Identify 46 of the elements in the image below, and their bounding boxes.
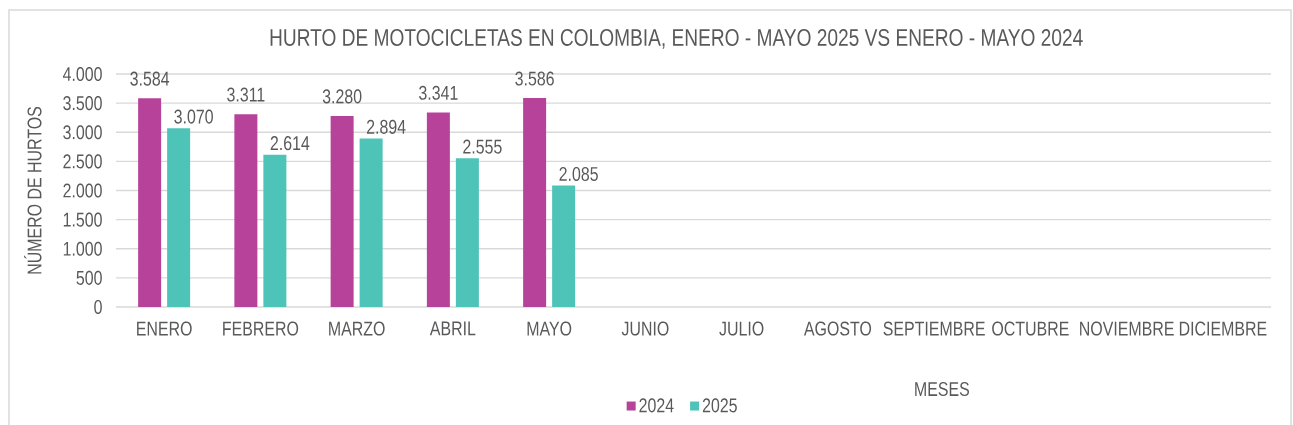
- x-axis-title: MESES: [915, 381, 969, 397]
- x-tick-label: MARZO: [329, 321, 385, 336]
- bar: [552, 185, 576, 307]
- y-tick-label: 500: [76, 270, 102, 285]
- bar: [359, 138, 383, 307]
- bar: [263, 154, 287, 307]
- y-tick-label: 2.000: [63, 183, 102, 198]
- bar: [455, 158, 479, 307]
- x-tick-label: DICIEMBRE: [1179, 321, 1267, 336]
- data-label: 3.070: [174, 109, 213, 124]
- bar: [167, 128, 191, 307]
- x-tick-label: ABRIL: [429, 321, 476, 336]
- legend-label: 2025: [702, 398, 737, 413]
- x-tick-label: JULIO: [719, 321, 764, 336]
- data-label: 3.586: [515, 71, 554, 86]
- y-tick-label: 1.000: [63, 241, 102, 256]
- data-label: 2.614: [270, 136, 310, 151]
- bar: [138, 98, 162, 307]
- data-label: 3.311: [227, 87, 265, 102]
- bar: [426, 112, 450, 307]
- data-label: 3.584: [130, 71, 170, 86]
- data-label: 2.894: [366, 119, 406, 134]
- data-label: 3.280: [322, 89, 362, 104]
- x-tick-label: FEBRERO: [223, 321, 299, 336]
- bar: [234, 114, 258, 307]
- y-tick-label: 3.500: [63, 96, 102, 111]
- data-label: 2.085: [559, 166, 598, 182]
- chart-title: HURTO DE MOTOCICLETAS EN COLOMBIA, ENERO - MAYO 2025 VS ENERO - MAYO 2024: [270, 29, 1083, 49]
- x-tick-label: SEPTIEMBRE: [883, 321, 985, 336]
- y-tick-label: 4.000: [62, 66, 102, 82]
- x-tick-label: AGOSTO: [803, 321, 872, 336]
- x-tick-label: MAYO: [527, 321, 572, 336]
- bar: [330, 115, 354, 307]
- bar: [523, 98, 547, 307]
- x-tick-label: NOVIEMBRE: [1080, 321, 1174, 336]
- y-tick-label: 0: [94, 299, 102, 315]
- x-tick-label: JUNIO: [621, 321, 669, 336]
- y-axis-title: NÚMERO DE HURTOS: [24, 106, 42, 274]
- y-tick-label: 3.000: [63, 125, 102, 140]
- x-tick-label: ENERO: [137, 321, 192, 336]
- legend-label: 2024: [639, 398, 674, 413]
- y-tick-label: 1.500: [63, 212, 102, 227]
- data-label: 2.555: [463, 139, 502, 154]
- data-label: 3.341: [419, 85, 458, 100]
- x-tick-label: OCTUBRE: [992, 321, 1069, 336]
- y-tick-label: 2.500: [63, 154, 102, 169]
